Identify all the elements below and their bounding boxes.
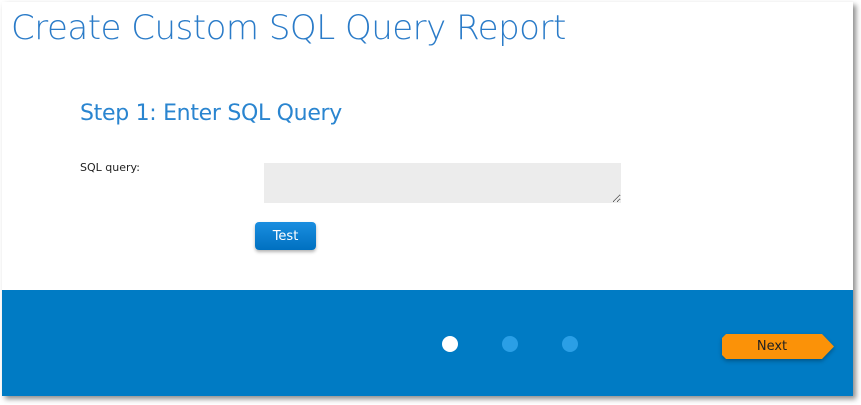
step-dot-3[interactable] <box>562 336 578 352</box>
step-dot-2[interactable] <box>502 336 518 352</box>
page-title: Create Custom SQL Query Report <box>11 8 566 48</box>
wizard-footer: Next <box>2 290 853 396</box>
next-arrow-shape <box>722 334 834 359</box>
next-button[interactable]: Next <box>722 334 834 359</box>
step-dot-1[interactable] <box>442 336 458 352</box>
sql-query-input[interactable] <box>264 163 621 203</box>
test-button[interactable]: Test <box>255 222 316 250</box>
dialog-window: Create Custom SQL Query Report Step 1: E… <box>2 2 853 396</box>
step-heading: Step 1: Enter SQL Query <box>80 101 343 126</box>
sql-query-label: SQL query: <box>80 161 140 174</box>
next-button-label: Next <box>756 339 788 354</box>
